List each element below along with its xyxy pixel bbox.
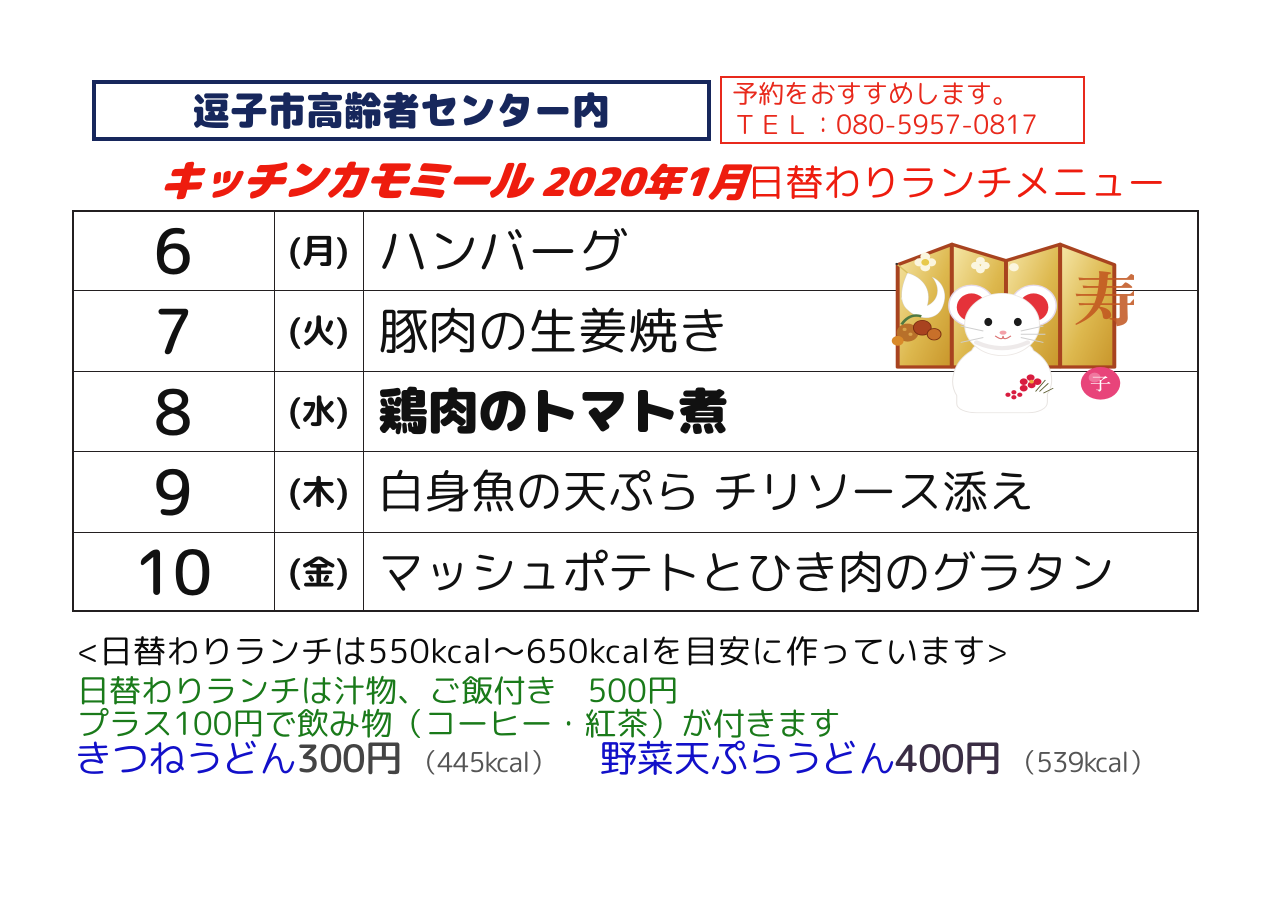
svg-text:子: 子 [1090, 370, 1112, 396]
svg-text:寿: 寿 [1072, 251, 1134, 340]
